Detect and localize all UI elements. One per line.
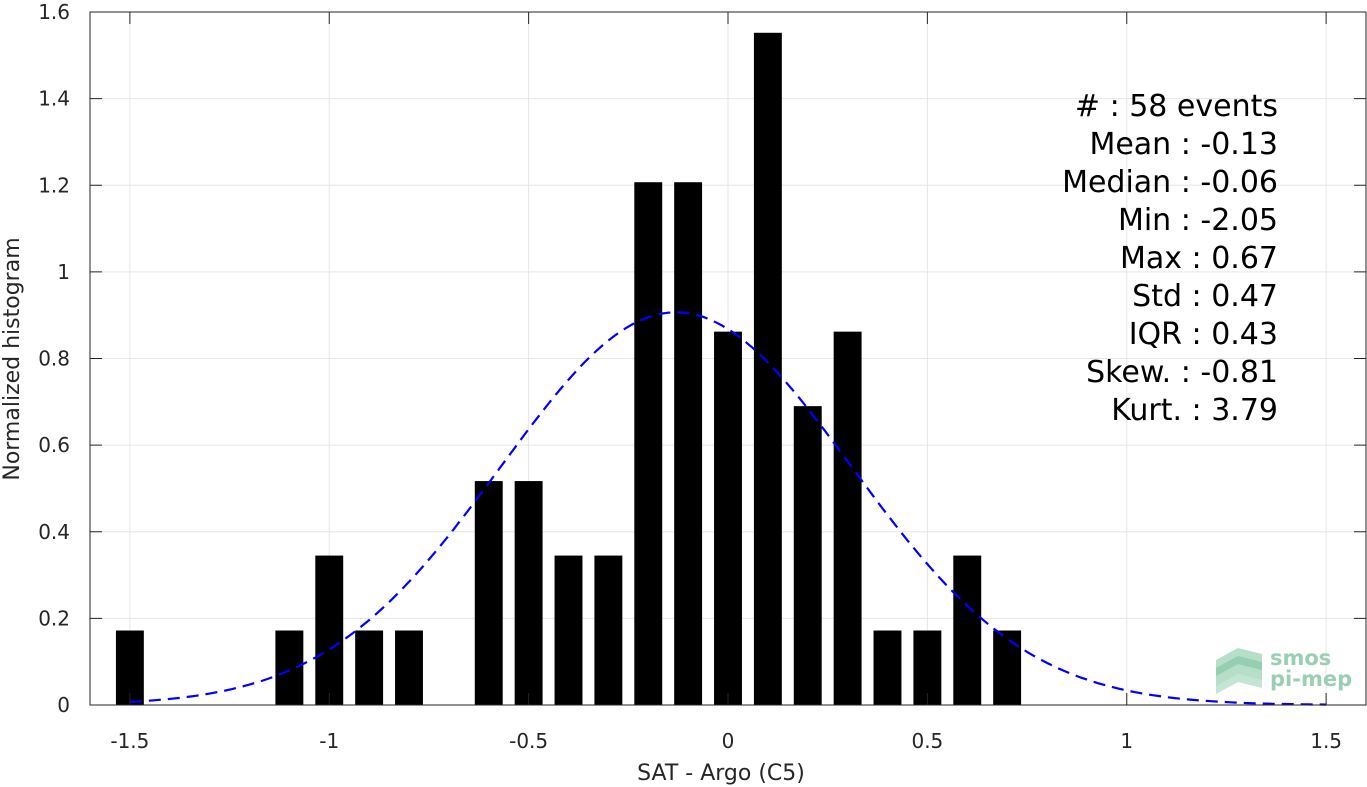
histogram-bar <box>913 630 942 705</box>
histogram-bars <box>115 32 1022 706</box>
histogram-bar <box>275 630 304 705</box>
stat-line: Std : 0.47 <box>1132 279 1278 314</box>
smos-pi-mep-logo: smos pi-mep <box>1216 646 1352 694</box>
histogram-bar <box>395 630 423 705</box>
logo-line-2: pi-mep <box>1270 667 1352 691</box>
y-tick-labels: 0 0.2 0.4 0.6 0.8 1 1.2 1.4 1.6 <box>38 0 70 717</box>
y-tick-label: 0.2 <box>38 606 70 630</box>
y-tick-label: 1.6 <box>38 0 70 24</box>
histogram-bar <box>674 182 703 705</box>
x-tick-label: 0 <box>722 729 735 753</box>
y-tick-label: 0.6 <box>38 433 70 457</box>
y-tick-label: 0.4 <box>38 520 70 544</box>
histogram-bar <box>315 555 344 705</box>
x-tick-label: -0.5 <box>509 729 548 753</box>
y-tick-label: 1.4 <box>38 87 70 111</box>
histogram-bar <box>474 481 503 705</box>
stat-line: Max : 0.67 <box>1120 241 1278 276</box>
stat-line: Skew. : -0.81 <box>1086 355 1278 390</box>
stat-line: Median : -0.06 <box>1062 165 1278 200</box>
stat-line: Kurt. : 3.79 <box>1111 393 1278 428</box>
x-tick-label: 1.5 <box>1310 729 1342 753</box>
y-tick-label: 0 <box>57 693 70 717</box>
x-axis-label: SAT - Argo (C5) <box>637 761 805 786</box>
stat-line: IQR : 0.43 <box>1129 317 1278 352</box>
histogram-bar <box>833 331 862 705</box>
stat-line: Mean : -0.13 <box>1089 127 1278 162</box>
stat-line: # : 58 events <box>1075 89 1278 124</box>
y-tick-label: 1.2 <box>38 173 70 197</box>
histogram-bar <box>753 32 782 706</box>
histogram-bar <box>953 555 982 705</box>
x-tick-label: -1.5 <box>110 729 149 753</box>
axis-ticks <box>90 11 1366 706</box>
histogram-bar <box>355 630 384 705</box>
stat-line: Min : -2.05 <box>1118 203 1278 238</box>
histogram-bar <box>793 406 822 705</box>
histogram-bar <box>115 630 144 705</box>
logo-line-1: smos <box>1270 646 1331 670</box>
histogram-bar <box>594 555 623 705</box>
x-tick-label: 0.5 <box>911 729 943 753</box>
layered-waves-icon <box>1216 648 1262 694</box>
histogram-bar <box>714 331 742 705</box>
x-tick-label: 1 <box>1120 729 1133 753</box>
x-tick-label: -1 <box>319 729 339 753</box>
y-tick-label: 1 <box>57 260 70 284</box>
x-tick-labels: -1.5 -1 -0.5 0 0.5 1 1.5 <box>110 729 1342 753</box>
y-tick-label: 0.8 <box>38 347 70 371</box>
histogram-bar <box>993 630 1022 705</box>
y-axis-label: Normalized histogram <box>0 237 25 480</box>
histogram-bar <box>554 555 583 705</box>
histogram-bar <box>514 481 543 705</box>
histogram-bar <box>634 182 663 705</box>
histogram-bar <box>873 630 902 705</box>
